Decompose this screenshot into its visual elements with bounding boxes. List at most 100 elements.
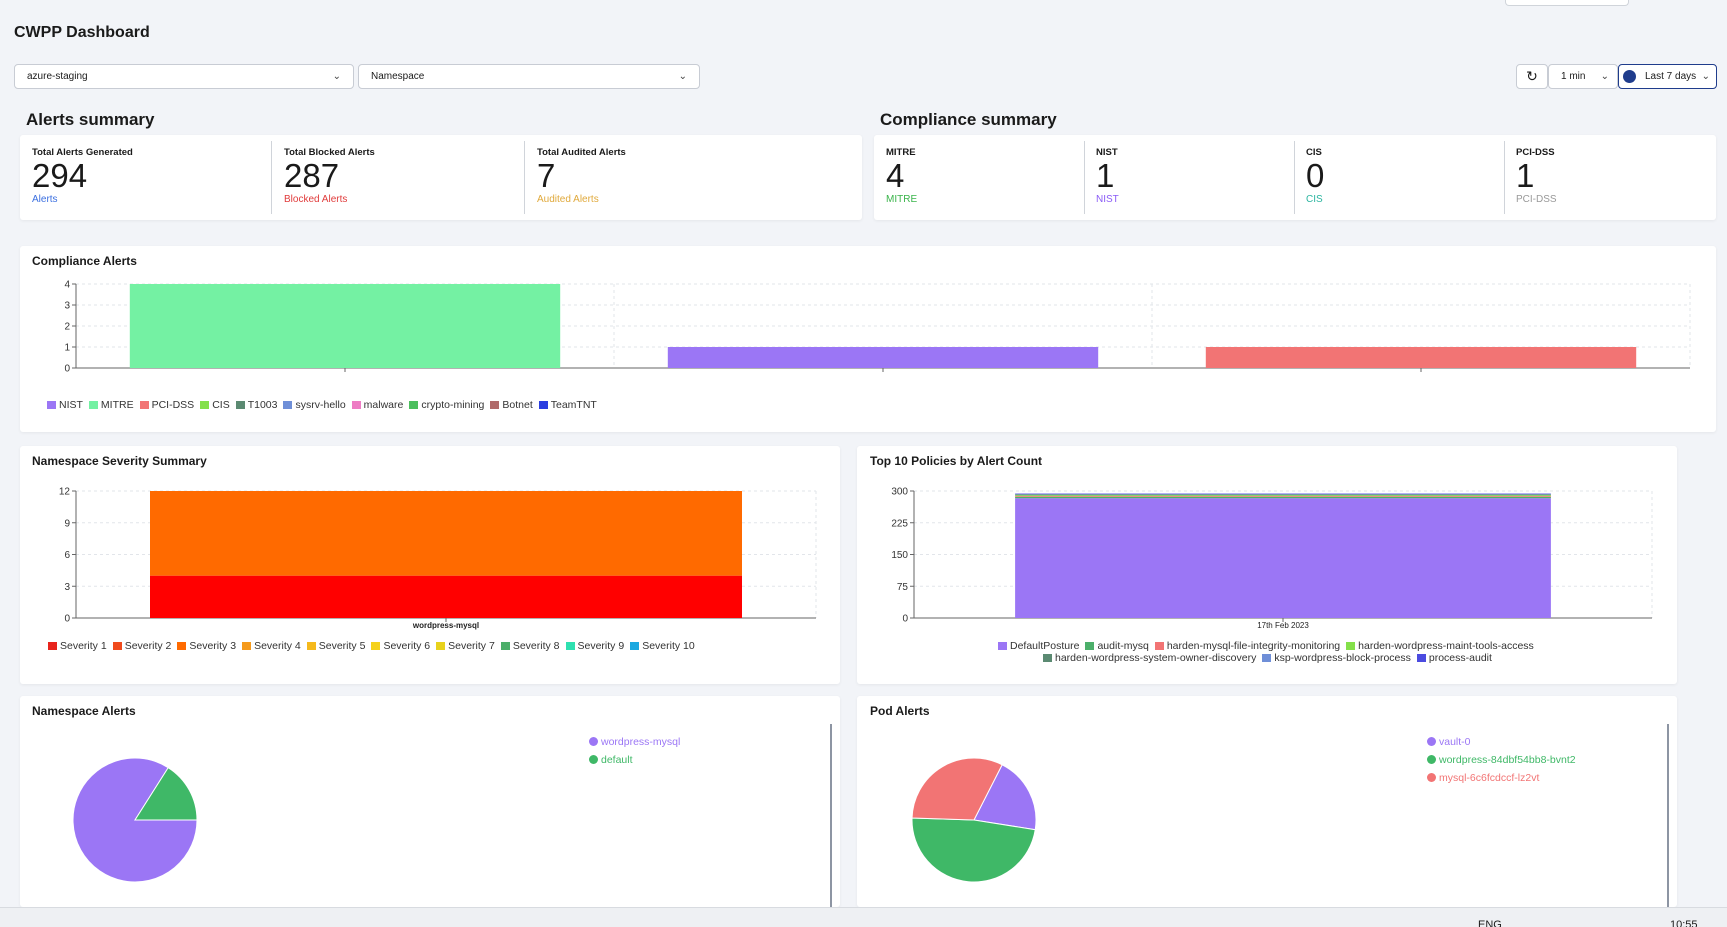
stat-sub: Audited Alerts [537,194,599,205]
legend-swatch [235,401,245,409]
legend-item[interactable]: sysrv-hello [283,399,346,411]
bar-DefaultPosture [1015,498,1551,618]
legend-item[interactable]: Severity 6 [371,640,430,652]
stat-value: 4 [886,157,905,194]
legend-item[interactable]: process-audit [1416,652,1492,664]
y-tick-label: 12 [59,487,71,498]
bar-mitre [129,284,561,368]
legend-item[interactable]: wordpress-mysql [589,736,680,754]
legend-item[interactable]: crypto-mining [409,399,484,411]
scrollbar[interactable] [1667,724,1669,907]
legend-swatch [48,642,57,650]
legend-label: Severity 1 [60,640,107,652]
legend-item[interactable]: default [589,754,680,772]
divider [524,141,525,214]
legend-item[interactable]: Severity 1 [48,640,107,652]
legend-label: CIS [212,399,230,411]
stat-sub: PCI-DSS [1516,194,1557,205]
stat-audited-alerts[interactable]: Total Audited Alerts 7 Audited Alerts [537,147,767,205]
stat-label: Total Blocked Alerts [284,147,375,158]
stat-cis[interactable]: CIS 0 CIS [1306,147,1496,205]
legend-item[interactable]: Severity 9 [565,640,624,652]
legend-label: T1003 [247,399,278,411]
compliance-alerts-title: Compliance Alerts [32,254,137,268]
namespace-select[interactable]: Namespace ⌄ [358,64,700,89]
y-tick-label: 6 [64,550,70,561]
legend-item[interactable]: harden-wordpress-system-owner-discovery [1043,652,1256,664]
legend-item[interactable]: DefaultPosture [998,640,1079,652]
stat-label: Total Alerts Generated [32,147,133,158]
legend-item[interactable]: Severity 10 [630,640,695,652]
legend-item[interactable]: Severity 5 [306,640,366,652]
bar-audit-mysq [1015,496,1551,499]
taskbar-time: 10:55 [1670,919,1698,927]
legend-item[interactable]: harden-wordpress-maint-tools-access [1346,640,1534,652]
refresh-interval-select[interactable]: 1 min ⌄ [1548,64,1618,89]
taskbar-lang: ENG [1478,919,1502,927]
time-range-value: Last 7 days [1645,71,1697,82]
legend-swatch [1416,654,1426,662]
compliance-alerts-legend: NIST MITRE PCI-DSS CIS T1003 sysrv-hello malwa… [47,399,603,411]
y-tick-label: 1 [64,343,70,354]
legend-item[interactable]: T1003 [235,399,278,411]
legend-item[interactable]: PCI-DSS [139,399,194,411]
legend-item[interactable]: TeamTNT [538,399,597,411]
legend-item[interactable]: ksp-wordpress-block-process [1262,652,1411,664]
legend-dot [1427,773,1436,782]
legend-item[interactable]: Severity 3 [177,640,236,652]
legend-label: Severity 5 [318,640,366,652]
stat-nist[interactable]: NIST 1 NIST [1096,147,1286,205]
stat-total-alerts[interactable]: Total Alerts Generated 294 Alerts [32,147,262,205]
legend-dot [589,737,598,746]
legend-item[interactable]: Botnet [490,399,533,411]
bar-severity-3 [150,491,742,576]
legend-item[interactable]: wordpress-84dbf54bb8-bvnt2 [1427,754,1576,772]
chevron-down-icon: ⌄ [678,71,687,82]
legend-label: ksp-wordpress-block-process [1274,652,1411,664]
stat-pci-dss[interactable]: PCI-DSS 1 PCI-DSS [1516,147,1706,205]
legend-dot [1427,755,1436,764]
stat-blocked-alerts[interactable]: Total Blocked Alerts 287 Blocked Alerts [284,147,514,205]
refresh-button[interactable]: ↻ [1516,64,1548,89]
legend-item[interactable]: MITRE [88,399,134,411]
stat-mitre[interactable]: MITRE 4 MITRE [886,147,1076,205]
divider [1504,141,1505,214]
legend-item[interactable]: Severity 2 [112,640,171,652]
stat-value: 294 [32,157,88,194]
legend-item[interactable]: audit-mysq [1085,640,1149,652]
stat-value: 1 [1096,157,1115,194]
cluster-select[interactable]: azure-staging ⌄ [14,64,354,89]
scrollbar[interactable] [830,724,832,907]
namespace-severity-legend: Severity 1 Severity 2 Severity 3 Severity 4… [48,640,701,652]
legend-item[interactable]: CIS [200,399,230,411]
legend-item[interactable]: NIST [47,399,83,411]
stat-label: MITRE [886,147,916,158]
legend-label: MITRE [100,399,134,411]
time-range-select[interactable]: Last 7 days ⌄ [1618,64,1717,89]
legend-label: Severity 7 [448,640,495,652]
legend-item[interactable]: Severity 8 [500,640,560,652]
legend-item[interactable]: harden-mysql-file-integrity-monitoring [1154,640,1340,652]
y-tick-label: 4 [64,280,70,291]
legend-item[interactable]: Severity 7 [436,640,495,652]
legend-item[interactable]: malware [351,399,403,411]
top-policies-card: Top 10 Policies by Alert Count 300 225 150… [857,446,1677,684]
namespace-severity-title: Namespace Severity Summary [32,454,207,468]
stat-sub: CIS [1306,194,1323,205]
y-tick-label: 75 [897,582,909,593]
legend-item[interactable]: vault-0 [1427,736,1576,754]
legend-label: TeamTNT [550,399,597,411]
top-right-control[interactable] [1505,0,1629,6]
legend-swatch [242,642,252,650]
pie-slice [911,757,1003,821]
namespace-severity-card: Namespace Severity Summary 12 9 6 3 0 wordpre… [20,446,840,684]
namespace-alerts-card: Namespace Alerts wordpress-mysql default [20,696,840,907]
chevron-down-icon: ⌄ [332,71,341,82]
y-tick-label: 300 [891,487,908,498]
refresh-icon: ↻ [1526,68,1538,84]
legend-item[interactable]: mysql-6c6fcdccf-lz2vt [1427,772,1576,790]
legend-item[interactable]: Severity 4 [242,640,301,652]
legend-label: DefaultPosture [1010,640,1080,652]
bar-harden-wordpress-system-owner-discovery [1015,494,1551,496]
legend-label: wordpress-84dbf54bb8-bvnt2 [1439,754,1576,766]
